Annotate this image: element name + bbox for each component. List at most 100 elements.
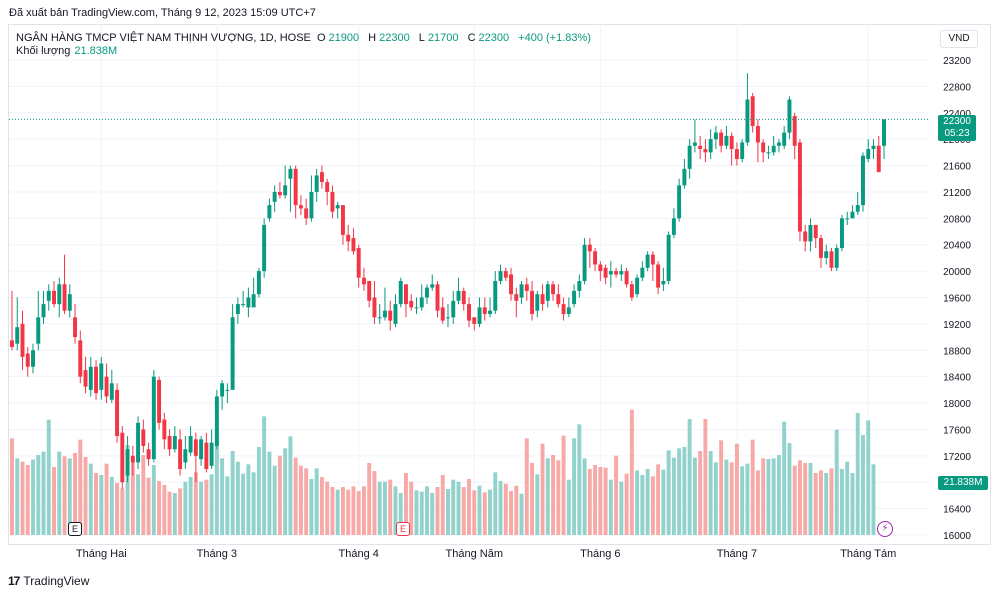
volume-bar	[734, 443, 739, 535]
volume-bar	[866, 420, 871, 535]
volume-badge: 21.838M	[938, 476, 988, 490]
candle	[314, 168, 319, 202]
volume-bar	[682, 447, 687, 535]
candle	[10, 290, 14, 351]
candle	[713, 125, 718, 150]
volume-bar	[73, 453, 78, 535]
candle-body	[52, 290, 56, 305]
volume-bar	[540, 443, 545, 535]
candle-body	[509, 274, 514, 295]
candle-body	[88, 366, 93, 390]
volume-bar	[188, 477, 193, 535]
change-value: +400 (+1.83%)	[518, 32, 591, 44]
volume-bar	[577, 424, 582, 535]
volume-bar	[414, 490, 419, 535]
footer-brand[interactable]: 17 TradingView	[8, 574, 89, 588]
earnings-marker[interactable]: E	[68, 522, 82, 536]
volume-bar	[220, 458, 225, 535]
candle	[477, 297, 482, 328]
candle	[78, 330, 83, 384]
volume-bar	[451, 479, 456, 535]
candle-body	[745, 99, 750, 143]
chart-frame[interactable]	[8, 24, 991, 545]
volume-bar	[393, 486, 398, 535]
volume-bar	[871, 464, 876, 535]
candle-body	[256, 271, 261, 295]
candle-body	[698, 145, 703, 150]
earnings-marker[interactable]: E	[396, 522, 410, 536]
candle	[372, 281, 377, 324]
volume-bar	[167, 491, 172, 535]
volume-bar	[656, 464, 661, 535]
candle-body	[624, 271, 629, 285]
candle-body	[845, 218, 850, 220]
candle-body	[771, 145, 776, 153]
candle-body	[414, 307, 419, 309]
candle	[41, 290, 46, 324]
currency-button[interactable]: VND	[940, 30, 978, 48]
candle-body	[498, 271, 503, 282]
candle-body	[545, 284, 550, 301]
candle-body	[493, 281, 498, 311]
candle	[188, 426, 193, 456]
price-tick-label: 17200	[943, 452, 971, 463]
candle	[167, 429, 172, 456]
candle-body	[125, 449, 130, 476]
candle	[524, 277, 529, 301]
candle-body	[404, 284, 408, 305]
volume-bar	[435, 487, 440, 535]
volume-bar	[351, 486, 356, 535]
candle	[52, 281, 56, 308]
candle	[498, 264, 503, 285]
volume-bar	[692, 457, 697, 535]
volume-bar	[272, 465, 277, 535]
candle-body	[719, 132, 724, 146]
candle-body	[535, 294, 540, 311]
candle	[67, 284, 72, 318]
candle	[162, 412, 167, 450]
candle-body	[514, 294, 519, 301]
volume-bar	[346, 489, 351, 535]
candle-body	[393, 304, 398, 324]
candle-body	[871, 145, 876, 150]
candle-body	[41, 304, 46, 318]
candle-body	[172, 436, 177, 450]
candle-body	[325, 182, 330, 192]
candle-body	[729, 135, 734, 150]
candle	[698, 135, 703, 159]
volume-bar	[629, 409, 634, 535]
candle-body	[83, 370, 88, 387]
candle	[566, 297, 571, 318]
candle-body	[167, 436, 172, 450]
symbol-name: NGÂN HÀNG TMCP VIỆT NAM THỊNH VƯỢNG, 1D,…	[16, 32, 311, 44]
time-tick-label: Tháng 7	[717, 548, 757, 560]
volume-bar	[388, 479, 393, 535]
candle-body	[73, 317, 78, 338]
volume-bar	[624, 473, 629, 535]
candle	[267, 198, 272, 222]
candle	[151, 370, 156, 463]
candle-body	[130, 455, 135, 463]
price-tick-label: 21600	[943, 162, 971, 173]
volume-bar	[530, 463, 535, 535]
volume-bar	[776, 455, 781, 535]
candle	[99, 356, 104, 400]
candle-body	[572, 290, 577, 305]
volume-bar	[41, 451, 46, 535]
candle-body	[94, 366, 99, 394]
candle-body	[692, 142, 697, 146]
volume-bar	[209, 474, 214, 535]
time-tick-label: Tháng 4	[339, 548, 379, 560]
volume-bar	[409, 481, 414, 535]
volume-bar	[650, 476, 655, 535]
candle	[209, 429, 214, 470]
volume-bar	[635, 470, 640, 535]
volume-bar	[304, 468, 309, 535]
volume-bar	[467, 479, 471, 535]
candle	[25, 346, 30, 377]
candle-body	[283, 185, 288, 196]
lightning-icon[interactable]: ⚡	[877, 521, 893, 537]
candle-body	[20, 323, 25, 357]
candle-body	[840, 218, 844, 249]
